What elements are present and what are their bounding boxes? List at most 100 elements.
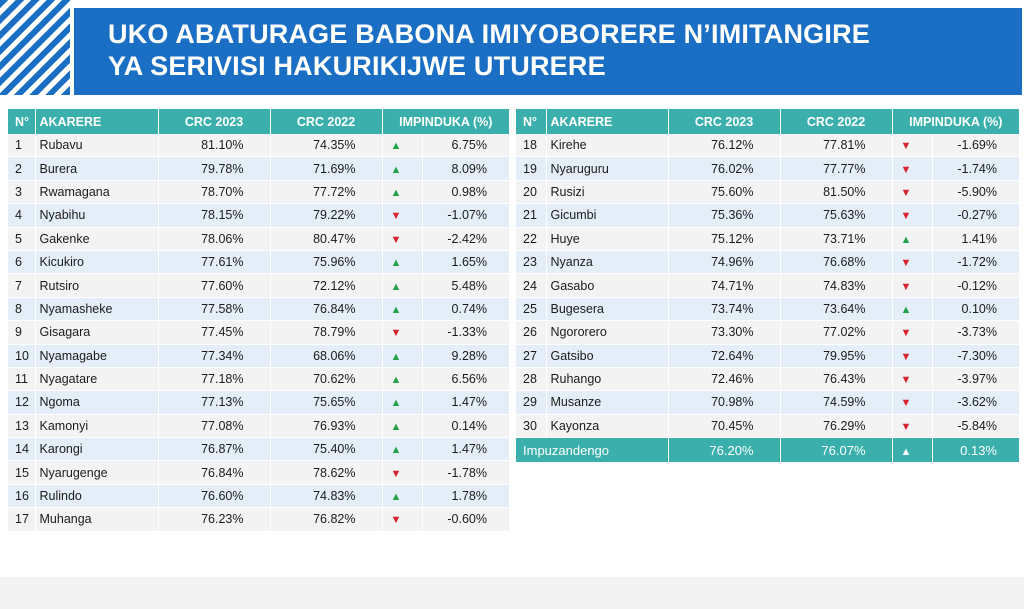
arrow-down-icon: ▼ bbox=[900, 210, 912, 223]
district-name: Nyaruguru bbox=[546, 156, 669, 181]
crc2023-value: 73.30% bbox=[668, 320, 781, 345]
table-row: 6 Kicukiro 77.61% 75.96% ▲ 1.65% bbox=[8, 250, 509, 275]
crc2023-value: 70.45% bbox=[668, 414, 781, 439]
crc2023-value: 81.10% bbox=[158, 134, 271, 158]
crc2022-value: 76.93% bbox=[270, 414, 383, 439]
row-number: 7 bbox=[8, 273, 36, 298]
change-value: 5.48% bbox=[422, 273, 509, 298]
change-value: 9.28% bbox=[422, 344, 509, 368]
change-value: -3.97% bbox=[932, 367, 1019, 392]
column-header-no: N° bbox=[8, 109, 36, 134]
header: UKO ABATURAGE BABONA IMIYOBORERE N’IMITA… bbox=[0, 0, 1024, 95]
arrow-up-icon: ▲ bbox=[390, 303, 402, 316]
table-row: 29 Musanze 70.98% 74.59% ▼ -3.62% bbox=[516, 390, 1019, 415]
change-value: 0.10% bbox=[932, 297, 1019, 322]
change-direction: ▲ bbox=[382, 134, 423, 158]
district-name: Karongi bbox=[35, 437, 159, 462]
row-number: 13 bbox=[8, 414, 36, 439]
row-number: 2 bbox=[8, 156, 36, 181]
crc2023-value: 77.34% bbox=[158, 344, 271, 368]
crc2023-value: 75.60% bbox=[668, 180, 781, 205]
change-direction: ▲ bbox=[382, 390, 423, 415]
crc2022-value: 75.96% bbox=[270, 250, 383, 275]
arrow-up-icon: ▲ bbox=[390, 444, 402, 457]
arrow-up-icon: ▲ bbox=[390, 491, 402, 504]
district-name: Bugesera bbox=[546, 297, 669, 322]
crc2023-value: 76.02% bbox=[668, 156, 781, 181]
crc2023-value: 77.18% bbox=[158, 367, 271, 392]
change-direction: ▼ bbox=[892, 414, 933, 439]
change-value: -5.90% bbox=[932, 180, 1019, 205]
row-number: 12 bbox=[8, 390, 36, 415]
crc2023-value: 78.15% bbox=[158, 203, 271, 228]
arrow-up-icon: ▲ bbox=[900, 233, 912, 246]
row-number: 19 bbox=[516, 156, 547, 181]
crc2023-value: 76.60% bbox=[158, 484, 271, 509]
row-number: 17 bbox=[8, 507, 36, 532]
change-direction: ▲ bbox=[382, 437, 423, 462]
district-name: Nyarugenge bbox=[35, 460, 159, 485]
crc2022-value: 77.72% bbox=[270, 180, 383, 205]
row-number: 23 bbox=[516, 250, 547, 275]
change-value: 0.74% bbox=[422, 297, 509, 322]
arrow-down-icon: ▼ bbox=[900, 186, 912, 199]
table-row: 10 Nyamagabe 77.34% 68.06% ▲ 9.28% bbox=[8, 344, 509, 368]
crc2022-value: 74.83% bbox=[780, 273, 893, 298]
change-direction: ▼ bbox=[892, 203, 933, 228]
crc2022-value: 74.59% bbox=[780, 390, 893, 415]
table-row: 25 Bugesera 73.74% 73.64% ▲ 0.10% bbox=[516, 297, 1019, 322]
row-number: 6 bbox=[8, 250, 36, 275]
change-direction: ▲ bbox=[382, 367, 423, 392]
arrow-down-icon: ▼ bbox=[900, 163, 912, 176]
average-crc2022: 76.07% bbox=[780, 437, 893, 464]
change-value: 1.78% bbox=[422, 484, 509, 509]
crc2023-value: 77.60% bbox=[158, 273, 271, 298]
table-row: 16 Rulindo 76.60% 74.83% ▲ 1.78% bbox=[8, 484, 509, 509]
district-name: Gakenke bbox=[35, 227, 159, 251]
row-number: 27 bbox=[516, 344, 547, 368]
crc2022-value: 74.83% bbox=[270, 484, 383, 509]
row-number: 24 bbox=[516, 273, 547, 298]
crc2022-value: 72.12% bbox=[270, 273, 383, 298]
change-value: 6.56% bbox=[422, 367, 509, 392]
district-name: Nyabihu bbox=[35, 203, 159, 228]
table-row: 1 Rubavu 81.10% 74.35% ▲ 6.75% bbox=[8, 134, 509, 158]
page-title-line-2: YA SERIVISI HAKURIKIJWE UTURERE bbox=[108, 51, 606, 81]
crc2022-value: 77.77% bbox=[780, 156, 893, 181]
change-value: -1.74% bbox=[932, 156, 1019, 181]
change-direction: ▲ bbox=[382, 273, 423, 298]
change-direction: ▼ bbox=[892, 273, 933, 298]
change-value: 0.14% bbox=[422, 414, 509, 439]
average-direction: ▲ bbox=[892, 437, 933, 464]
change-value: -7.30% bbox=[932, 344, 1019, 368]
crc2023-value: 75.12% bbox=[668, 227, 781, 251]
crc2022-value: 80.47% bbox=[270, 227, 383, 251]
change-direction: ▼ bbox=[892, 390, 933, 415]
change-value: 1.47% bbox=[422, 390, 509, 415]
change-value: -0.60% bbox=[422, 507, 509, 532]
change-value: -1.33% bbox=[422, 320, 509, 345]
arrow-down-icon: ▼ bbox=[900, 374, 912, 387]
row-number: 14 bbox=[8, 437, 36, 462]
column-header-change: IMPINDUKA (%) bbox=[382, 109, 509, 134]
change-value: -2.42% bbox=[422, 227, 509, 251]
crc2023-value: 77.58% bbox=[158, 297, 271, 322]
row-number: 28 bbox=[516, 367, 547, 392]
change-direction: ▲ bbox=[382, 180, 423, 205]
district-name: Rutsiro bbox=[35, 273, 159, 298]
crc2022-value: 76.43% bbox=[780, 367, 893, 392]
average-change: 0.13% bbox=[932, 437, 1019, 464]
crc2023-value: 75.36% bbox=[668, 203, 781, 228]
crc2023-value: 77.08% bbox=[158, 414, 271, 439]
crc2022-value: 77.81% bbox=[780, 134, 893, 158]
table-row: 26 Ngororero 73.30% 77.02% ▼ -3.73% bbox=[516, 320, 1019, 345]
change-direction: ▼ bbox=[382, 507, 423, 532]
row-number: 9 bbox=[8, 320, 36, 345]
table-row: 2 Burera 79.78% 71.69% ▲ 8.09% bbox=[8, 156, 509, 181]
table-row: 7 Rutsiro 77.60% 72.12% ▲ 5.48% bbox=[8, 273, 509, 298]
row-number: 5 bbox=[8, 227, 36, 251]
district-name: Rusizi bbox=[546, 180, 669, 205]
district-name: Ngororero bbox=[546, 320, 669, 345]
table-row: 8 Nyamasheke 77.58% 76.84% ▲ 0.74% bbox=[8, 297, 509, 322]
table-row: 30 Kayonza 70.45% 76.29% ▼ -5.84% bbox=[516, 414, 1019, 439]
